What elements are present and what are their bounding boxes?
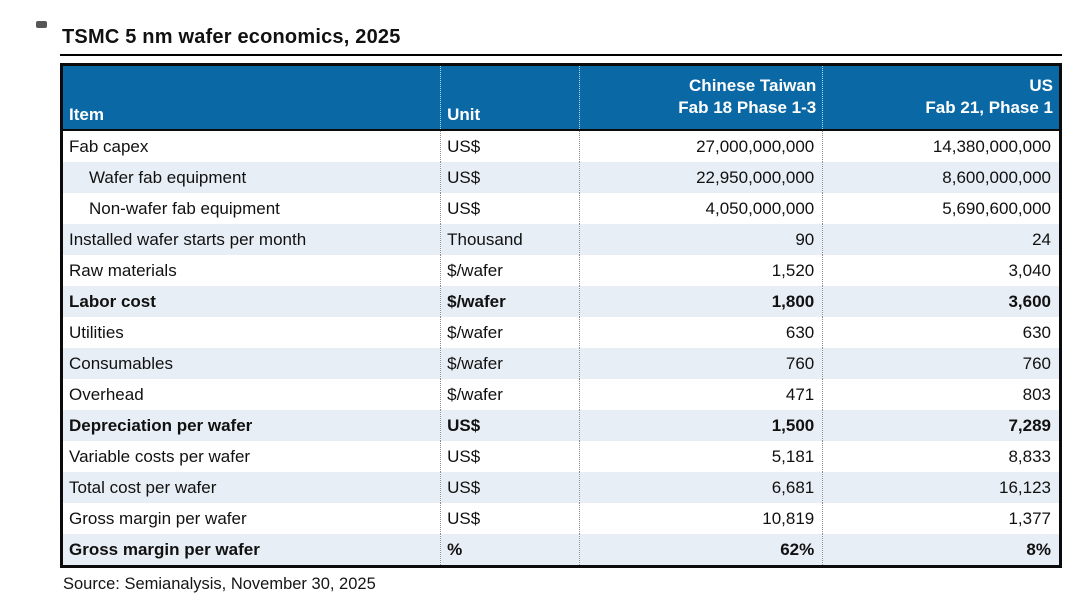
table-row: Consumables $/wafer 760 760 [61, 348, 1061, 379]
taiwan-value-cell: 90 [578, 224, 823, 255]
us-value-cell: 1,377 [822, 503, 1061, 534]
item-cell: Gross margin per wafer [69, 539, 260, 559]
unit-cell: $/wafer [440, 348, 580, 379]
item-cell: Total cost per wafer [69, 477, 217, 497]
table-row: Total cost per wafer US$ 6,681 16,123 [61, 472, 1061, 503]
taiwan-value-cell: 1,500 [578, 410, 823, 441]
table-row: Overhead $/wafer 471 803 [62, 379, 1061, 410]
item-cell: Gross margin per wafer [69, 508, 247, 528]
column-header-unit: Unit [440, 64, 580, 131]
item-cell: Labor cost [69, 291, 156, 311]
taiwan-fab-label: Fab 18 Phase 1-3 [678, 98, 817, 117]
table-row: Gross margin per wafer US$ 10,819 1,377 [62, 503, 1061, 534]
item-cell: Raw materials [69, 260, 177, 280]
us-value-cell: 8,833 [822, 441, 1061, 472]
taiwan-value-cell: 630 [578, 317, 823, 348]
us-value-cell: 3,040 [822, 255, 1061, 286]
taiwan-value-cell: 1,520 [578, 255, 823, 286]
item-cell: Non-wafer fab equipment [89, 198, 280, 218]
item-cell: Variable costs per wafer [69, 446, 251, 466]
unit-cell: $/wafer [440, 317, 580, 348]
taiwan-region-label: Chinese Taiwan [689, 76, 817, 95]
item-cell: Depreciation per wafer [69, 415, 253, 435]
us-value-cell: 7,289 [822, 410, 1061, 441]
unit-cell: US$ [440, 441, 580, 472]
taiwan-value-cell: 62% [578, 534, 823, 567]
table-header: Item Unit Chinese Taiwan Fab 18 Phase 1-… [61, 64, 1061, 131]
us-value-cell: 14,380,000,000 [822, 130, 1061, 162]
table-row: Fab capex US$ 27,000,000,000 14,380,000,000 [62, 130, 1061, 162]
us-value-cell: 803 [822, 379, 1061, 410]
us-value-cell: 24 [822, 224, 1061, 255]
taiwan-value-cell: 760 [578, 348, 823, 379]
item-cell: Fab capex [69, 136, 149, 156]
us-value-cell: 16,123 [822, 472, 1061, 503]
item-cell: Utilities [69, 322, 124, 342]
taiwan-value-cell: 10,819 [578, 503, 823, 534]
page-title: TSMC 5 nm wafer economics, 2025 [60, 26, 1062, 56]
taiwan-value-cell: 5,181 [578, 441, 823, 472]
unit-cell: $/wafer [440, 379, 580, 410]
taiwan-value-cell: 27,000,000,000 [578, 130, 823, 162]
table-row: Non-wafer fab equipment US$ 4,050,000,000 5… [62, 193, 1061, 224]
table-row: Wafer fab equipment US$ 22,950,000,000 8,60… [61, 162, 1061, 193]
unit-cell: $/wafer [440, 255, 580, 286]
us-value-cell: 760 [822, 348, 1061, 379]
table-row: Utilities $/wafer 630 630 [62, 317, 1061, 348]
unit-cell: US$ [440, 162, 580, 193]
unit-cell: % [440, 534, 580, 567]
header-row: Item Unit Chinese Taiwan Fab 18 Phase 1-… [61, 64, 1061, 131]
us-value-cell: 5,690,600,000 [822, 193, 1061, 224]
us-value-cell: 8,600,000,000 [822, 162, 1061, 193]
column-header-item: Item [61, 64, 441, 131]
item-cell: Installed wafer starts per month [69, 229, 307, 249]
taiwan-value-cell: 6,681 [578, 472, 823, 503]
taiwan-value-cell: 1,800 [578, 286, 823, 317]
unit-cell: US$ [440, 130, 580, 162]
wafer-economics-table: Item Unit Chinese Taiwan Fab 18 Phase 1-… [60, 63, 1062, 568]
us-value-cell: 3,600 [822, 286, 1061, 317]
unit-cell: Thousand [440, 224, 580, 255]
item-cell: Consumables [69, 353, 173, 373]
unit-cell: US$ [440, 410, 580, 441]
us-fab-label: Fab 21, Phase 1 [925, 98, 1053, 117]
unit-cell: US$ [440, 472, 580, 503]
table-row: Installed wafer starts per month Thousand… [61, 224, 1061, 255]
us-region-label: US [1029, 76, 1053, 95]
screenshot-artifact [36, 21, 47, 28]
table-row: Labor cost $/wafer 1,800 3,600 [61, 286, 1061, 317]
source-note: Source: Semianalysis, November 30, 2025 [63, 575, 376, 593]
table-body: Fab capex US$ 27,000,000,000 14,380,000,000… [61, 130, 1061, 567]
column-header-us: US Fab 21, Phase 1 [822, 64, 1061, 131]
unit-cell: US$ [440, 503, 580, 534]
taiwan-value-cell: 22,950,000,000 [578, 162, 823, 193]
table-row: Depreciation per wafer US$ 1,500 7,289 [61, 410, 1061, 441]
table-row: Raw materials $/wafer 1,520 3,040 [62, 255, 1061, 286]
column-header-taiwan: Chinese Taiwan Fab 18 Phase 1-3 [578, 64, 823, 131]
table-row: Variable costs per wafer US$ 5,181 8,833 [62, 441, 1061, 472]
taiwan-value-cell: 471 [578, 379, 823, 410]
taiwan-value-cell: 4,050,000,000 [578, 193, 823, 224]
us-value-cell: 630 [822, 317, 1061, 348]
unit-cell: $/wafer [440, 286, 580, 317]
table-row: Gross margin per wafer% 62% 8% [61, 534, 1061, 567]
item-cell: Overhead [69, 384, 144, 404]
item-cell: Wafer fab equipment [89, 167, 247, 187]
unit-cell: US$ [440, 193, 580, 224]
us-value-cell: 8% [822, 534, 1061, 567]
